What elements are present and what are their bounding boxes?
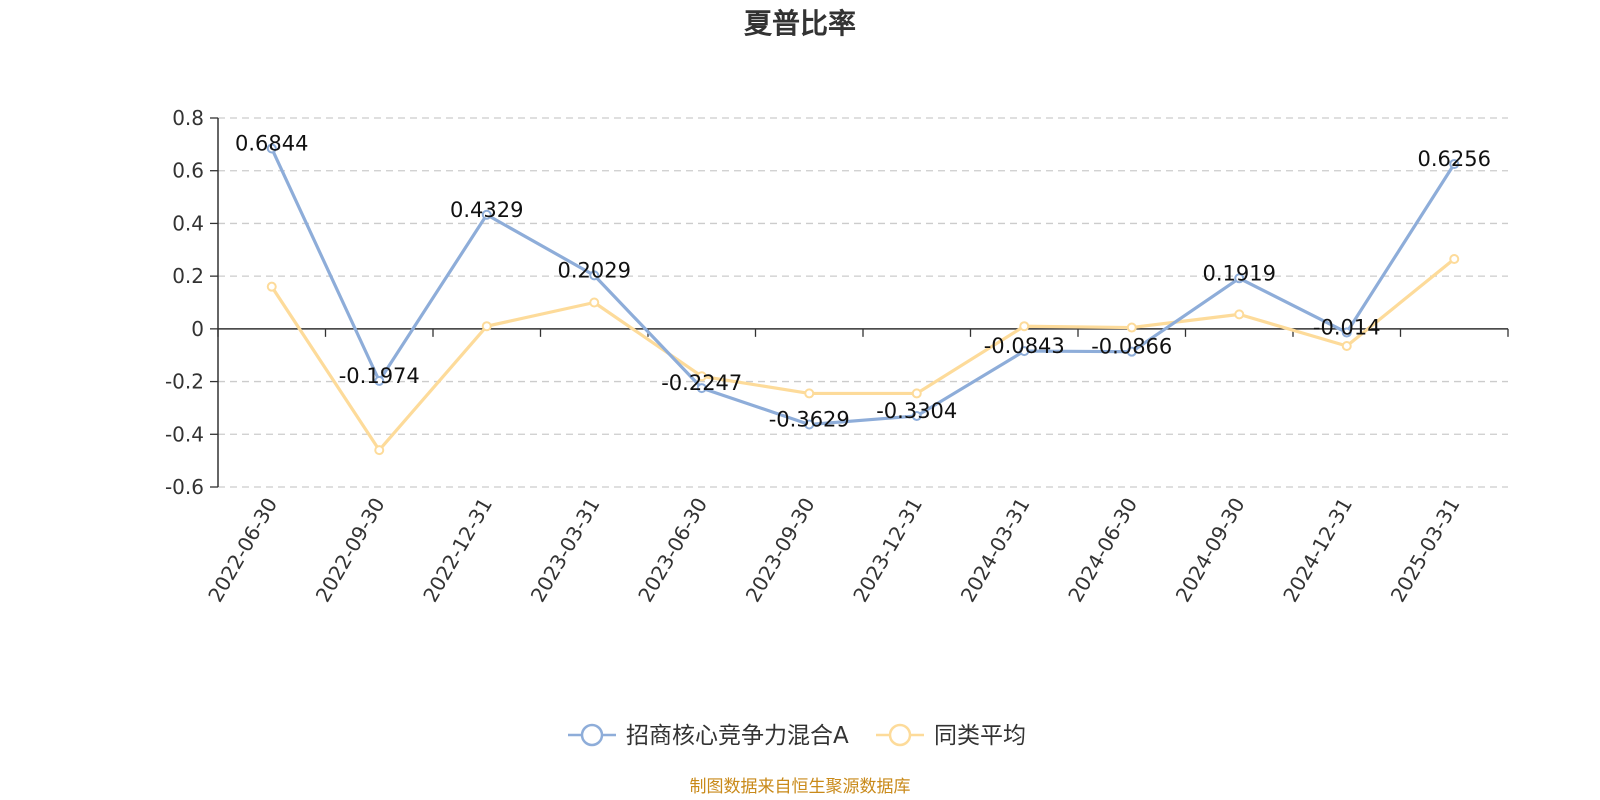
data-point bbox=[1234, 273, 1245, 284]
data-point bbox=[804, 388, 815, 399]
legend-label: 同类平均 bbox=[934, 723, 1026, 749]
x-tick-label: 2022-09-30 bbox=[311, 494, 390, 607]
y-tick-label: -0.6 bbox=[165, 475, 204, 499]
y-tick-label: 0.8 bbox=[172, 106, 204, 130]
data-label: -0.2247 bbox=[661, 371, 742, 395]
data-point bbox=[1019, 321, 1030, 332]
data-label: -0.0843 bbox=[984, 334, 1065, 358]
data-point bbox=[589, 270, 600, 281]
x-tick-label: 2022-06-30 bbox=[203, 494, 282, 607]
data-point bbox=[589, 297, 600, 308]
y-tick-label: -0.4 bbox=[165, 422, 204, 446]
data-point bbox=[374, 375, 385, 386]
x-tick-label: 2023-12-31 bbox=[848, 494, 927, 607]
data-point bbox=[911, 388, 922, 399]
data-label: 0.4329 bbox=[450, 198, 523, 222]
data-label: -0.014 bbox=[1313, 316, 1381, 340]
data-point bbox=[374, 445, 385, 456]
data-point bbox=[1126, 346, 1137, 357]
data-point bbox=[481, 209, 492, 220]
data-point bbox=[481, 321, 492, 332]
grid-lines bbox=[218, 117, 1508, 488]
data-label: 0.6844 bbox=[235, 131, 308, 155]
data-label: -0.3629 bbox=[769, 408, 850, 432]
y-tick-label: 0.4 bbox=[172, 211, 204, 235]
series-lines bbox=[266, 143, 1460, 456]
data-point bbox=[1449, 254, 1460, 265]
legend-marker bbox=[888, 723, 912, 747]
y-tick-label: 0.6 bbox=[172, 159, 204, 183]
x-tick-label: 2024-06-30 bbox=[1063, 494, 1142, 607]
legend-item[interactable]: 同类平均 bbox=[876, 723, 1026, 749]
x-tick-label: 2023-03-31 bbox=[526, 494, 605, 607]
x-tick-label: 2022-12-31 bbox=[418, 494, 497, 607]
data-point bbox=[1449, 158, 1460, 169]
y-tick-label: 0 bbox=[191, 317, 204, 341]
data-point bbox=[1126, 322, 1137, 333]
data-point bbox=[911, 410, 922, 421]
data-point bbox=[696, 371, 707, 382]
data-point bbox=[1019, 346, 1030, 357]
source-note: 制图数据来自恒生聚源数据库 bbox=[690, 777, 911, 797]
data-point bbox=[266, 143, 277, 154]
data-point bbox=[1234, 309, 1245, 320]
x-tick-label: 2024-12-31 bbox=[1278, 494, 1357, 607]
y-tick-label: -0.2 bbox=[165, 370, 204, 394]
data-point bbox=[1341, 340, 1352, 351]
x-tick-label: 2024-03-31 bbox=[956, 494, 1035, 607]
y-tick-label: 0.2 bbox=[172, 264, 204, 288]
data-label: -0.3304 bbox=[876, 399, 957, 423]
data-point bbox=[266, 281, 277, 292]
data-point bbox=[1341, 327, 1352, 338]
x-tick-label: 2024-09-30 bbox=[1171, 494, 1250, 607]
data-label: -0.1974 bbox=[339, 364, 420, 388]
legend[interactable]: 招商核心竞争力混合A 同类平均 bbox=[568, 723, 1026, 749]
x-tick-label: 2023-09-30 bbox=[741, 494, 820, 607]
chart-title: 夏普比率 bbox=[744, 7, 856, 40]
data-labels: 0.6844 -0.1974 0.4329 0.2029 -0.2247 -0.3629 -… bbox=[235, 131, 1491, 431]
series-line bbox=[270, 257, 1456, 452]
data-label: 0.6256 bbox=[1418, 147, 1491, 171]
data-label: 0.2029 bbox=[558, 258, 631, 282]
x-tick-label: 2023-06-30 bbox=[633, 494, 712, 607]
series-line bbox=[270, 147, 1456, 427]
legend-item[interactable]: 招商核心竞争力混合A bbox=[568, 723, 849, 749]
data-point bbox=[696, 383, 707, 394]
legend-marker bbox=[580, 723, 604, 747]
data-label: -0.0866 bbox=[1091, 335, 1172, 359]
data-point bbox=[804, 419, 815, 430]
legend-label: 招商核心竞争力混合A bbox=[626, 723, 849, 749]
data-label: 0.1919 bbox=[1203, 261, 1276, 285]
x-tick-label: 2025-03-31 bbox=[1386, 494, 1465, 607]
